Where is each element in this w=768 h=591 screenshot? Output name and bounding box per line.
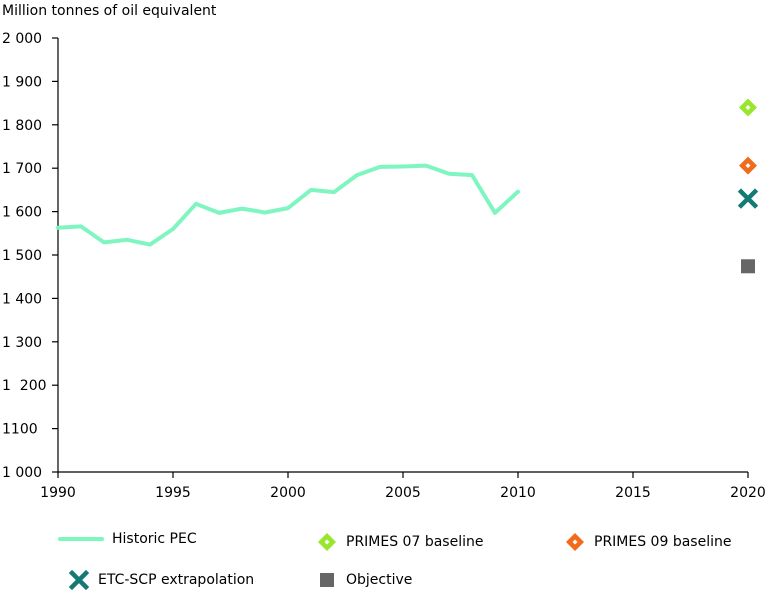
x-tick-label: 2000 xyxy=(270,485,306,501)
data-point-square xyxy=(741,259,755,274)
y-tick-label: 1 400 xyxy=(2,291,42,307)
x-tick-label: 2015 xyxy=(615,485,651,501)
x-tick-label: 1990 xyxy=(40,485,76,501)
x-tick-label: 2010 xyxy=(500,485,536,501)
y-axis-ticks: 1 000 1100 1 200 1 300 1 400 1 500 1 600 1 700 1… xyxy=(2,31,58,481)
y-tick-label: 1 500 xyxy=(2,248,42,264)
y-tick-label: 1 800 xyxy=(2,118,42,134)
series-line-historic-pec xyxy=(56,163,520,247)
y-tick-label: 1 300 xyxy=(2,335,42,351)
y-tick-label: 1 000 xyxy=(2,465,42,481)
x-tick-label: 1995 xyxy=(155,485,191,501)
y-tick-label: 1 200 xyxy=(2,378,47,394)
series-layer xyxy=(56,98,759,274)
y-tick-label: 1 600 xyxy=(2,205,42,221)
data-point-diamond xyxy=(739,98,757,117)
x-tick-label: 2020 xyxy=(730,485,766,501)
x-axis-ticks: 1990 1995 2000 2005 2010 2015 2020 xyxy=(40,472,766,501)
y-axis-label: Million tonnes of oil equivalent xyxy=(2,3,217,19)
x-tick-label: 2005 xyxy=(385,485,421,501)
y-tick-label: 1 900 xyxy=(2,74,42,90)
data-point-cross xyxy=(737,188,759,209)
y-tick-label: 1 700 xyxy=(2,161,42,177)
data-point-diamond xyxy=(739,156,757,175)
y-tick-label: 2 000 xyxy=(2,31,42,47)
y-tick-label: 1100 xyxy=(2,422,38,438)
